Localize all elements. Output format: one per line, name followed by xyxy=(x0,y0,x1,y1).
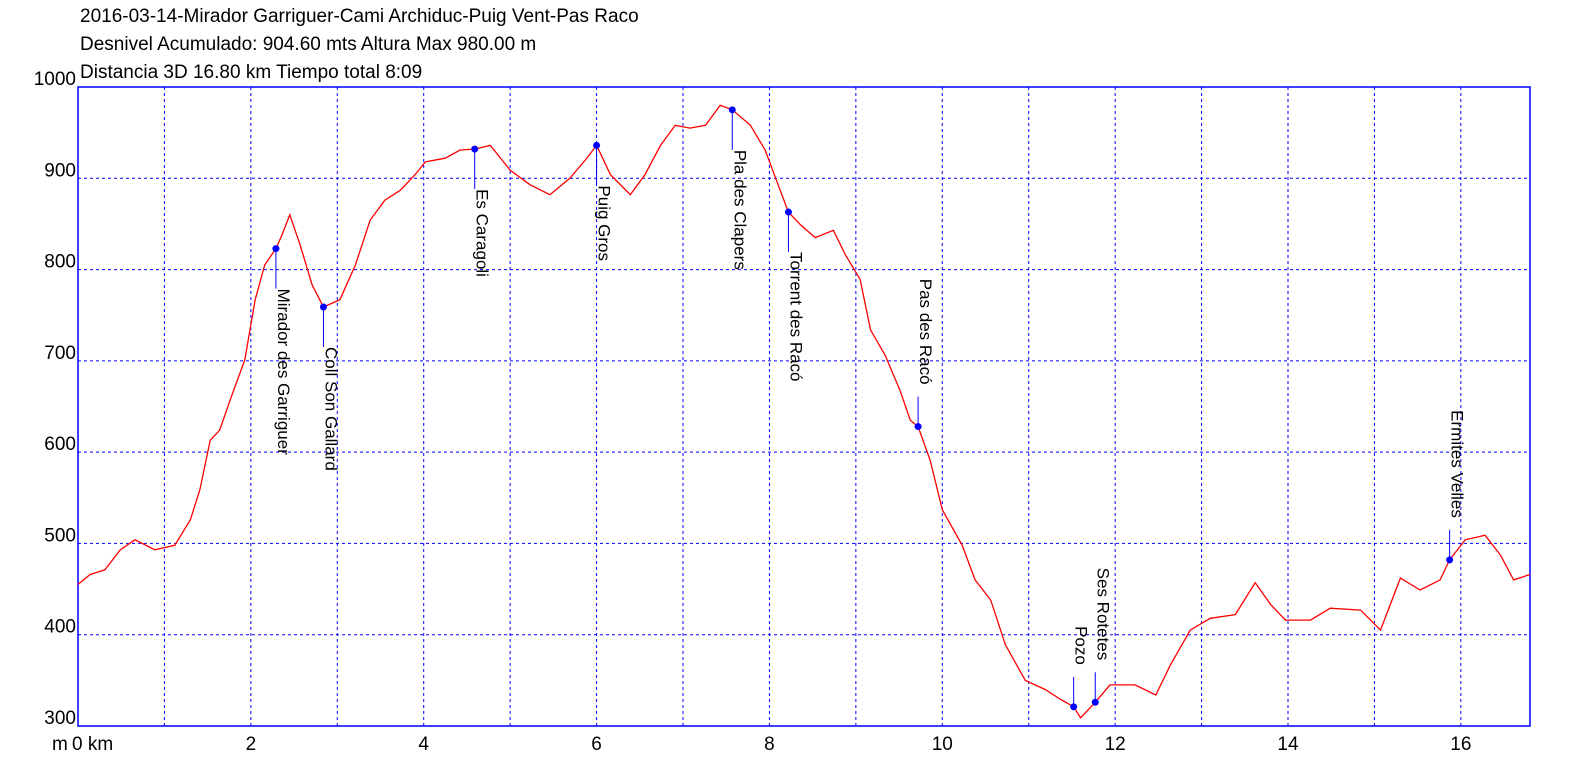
y-tick-label: 700 xyxy=(44,343,76,364)
x-tick-label: 12 xyxy=(1105,734,1126,755)
x-tick-label: 10 xyxy=(932,734,953,755)
waypoint-marker xyxy=(593,141,601,149)
waypoint-marker xyxy=(914,423,922,431)
y-tick-label: 900 xyxy=(44,160,76,181)
waypoint-label: Ses Rotetes xyxy=(1093,568,1112,661)
x-tick-label: 0 km xyxy=(72,734,113,755)
x-tick-label: 14 xyxy=(1277,734,1299,755)
chart-subtitle: Distancia 3D 16.80 km Tiempo total 8:09 xyxy=(80,62,422,83)
y-tick-label: 1000 xyxy=(34,69,76,90)
y-tick-label: 800 xyxy=(44,252,76,273)
waypoint-marker xyxy=(471,145,479,153)
x-tick-label: 6 xyxy=(591,734,602,755)
waypoint-label: Es Caragoli xyxy=(473,189,492,277)
waypoint-marker xyxy=(728,106,736,114)
y-tick-label: 600 xyxy=(44,434,76,455)
waypoint-label: Mirador des Garriguer xyxy=(274,289,293,456)
waypoint-marker xyxy=(784,208,792,216)
x-tick-label: 8 xyxy=(764,734,775,755)
waypoint-label: Ermites Velles xyxy=(1448,410,1467,518)
waypoint-label: Pas des Racó xyxy=(916,279,935,385)
waypoint-label: Pla des Clapers xyxy=(730,150,749,270)
plot-frame xyxy=(77,86,1531,727)
waypoint-marker xyxy=(1446,556,1454,564)
waypoint-label: Torrent des Racó xyxy=(786,252,805,381)
y-tick-label: 400 xyxy=(44,617,76,638)
y-tick-label: 300 xyxy=(44,708,76,729)
chart-subtitle: Desnivel Acumulado: 904.60 mts Altura Ma… xyxy=(80,34,536,55)
waypoint-label: Coll Son Gallard xyxy=(321,347,340,471)
y-axis-label: m xyxy=(52,734,68,755)
waypoint-label: Pozo xyxy=(1072,626,1091,665)
x-tick-label: 16 xyxy=(1450,734,1471,755)
waypoint-marker xyxy=(319,303,327,311)
chart-title: 2016-03-14-Mirador Garriguer-Cami Archid… xyxy=(80,6,639,27)
x-tick-label: 4 xyxy=(418,734,429,755)
x-tick-label: 2 xyxy=(246,734,257,755)
y-tick-label: 500 xyxy=(44,525,76,546)
waypoint-marker xyxy=(1091,698,1099,706)
waypoint-marker xyxy=(1070,703,1078,711)
waypoint-marker xyxy=(272,245,280,253)
elevation-line xyxy=(77,104,1531,719)
waypoint-label: Puig Gros xyxy=(595,185,614,261)
